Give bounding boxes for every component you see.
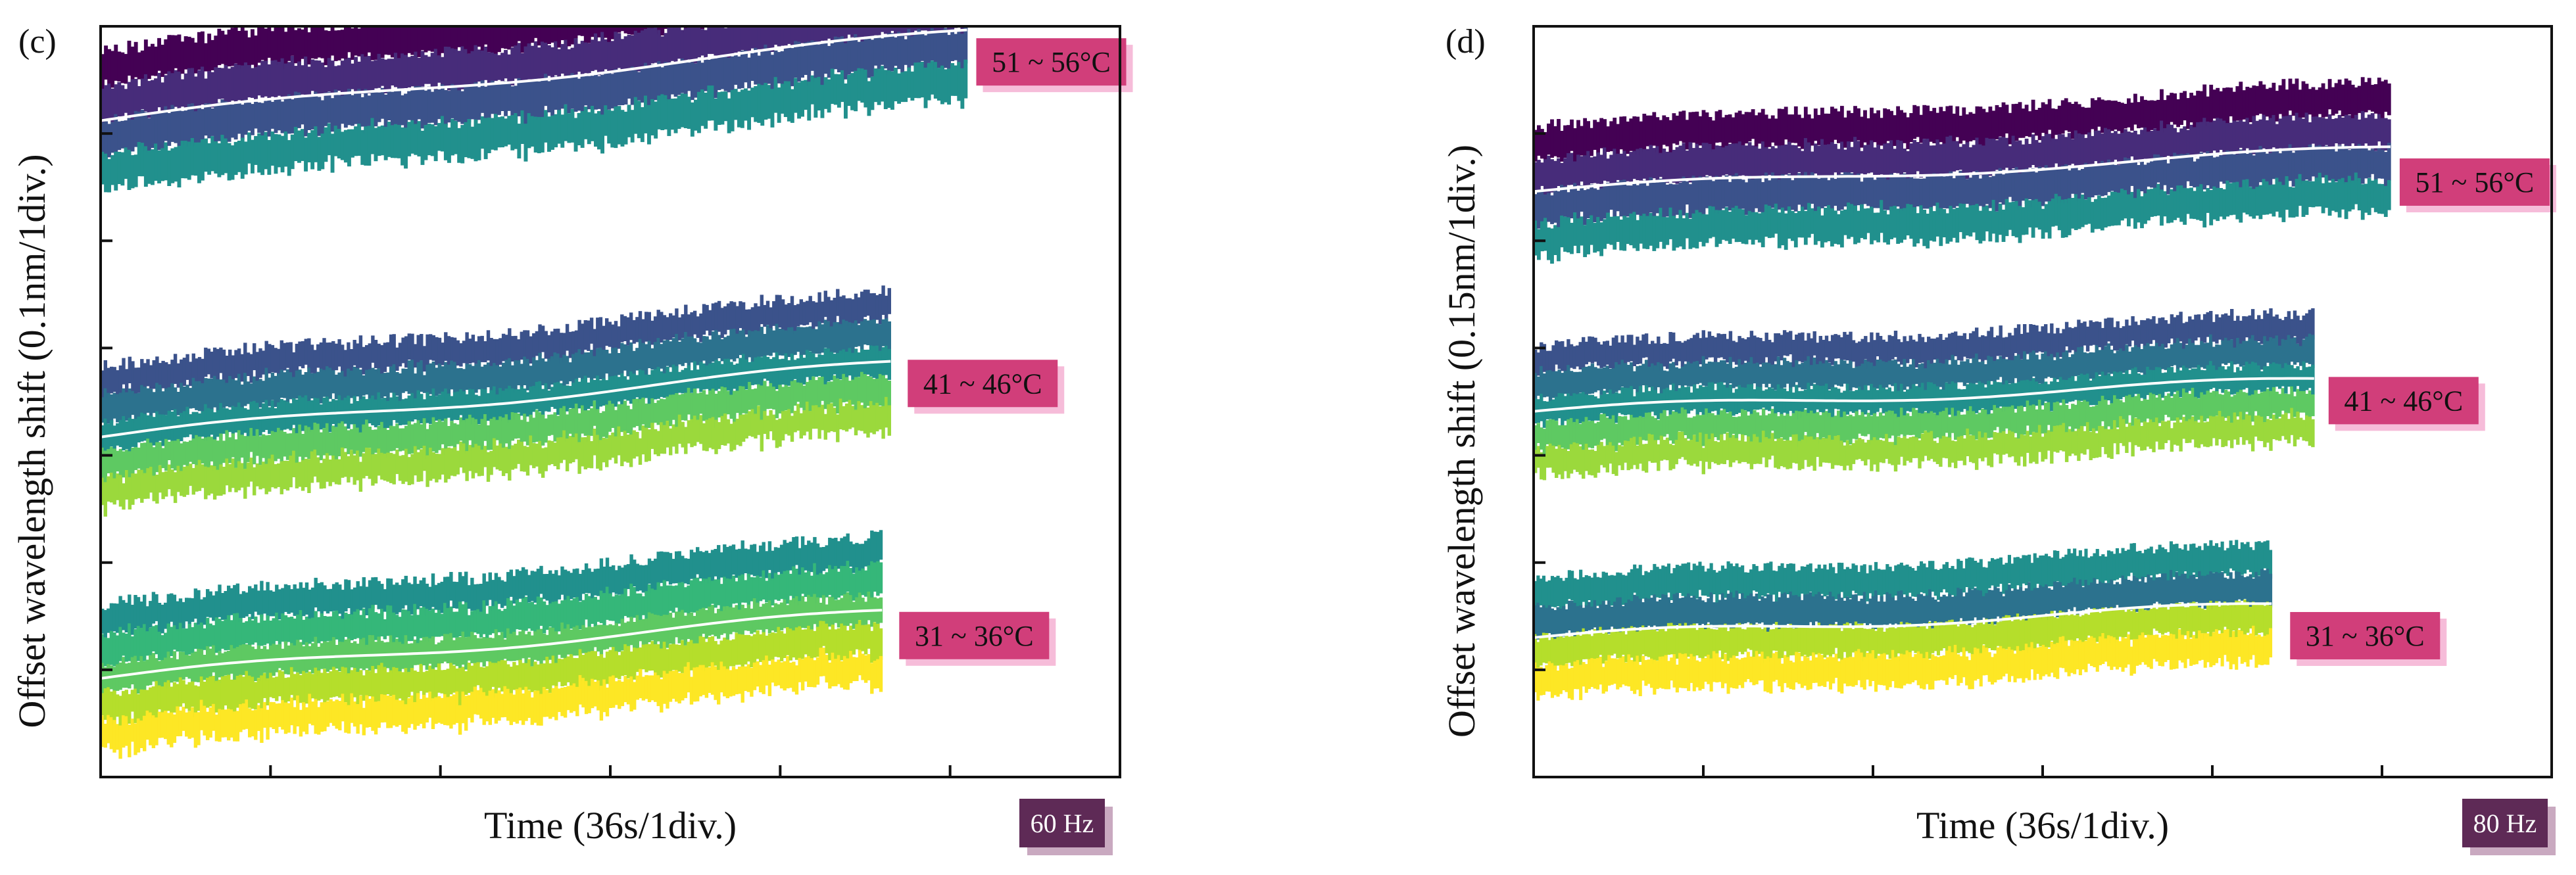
frequency-badge: 80 Hz (2462, 799, 2556, 855)
y-axis-label: Offset wavelength shift (0.15nm/1div.) (1440, 145, 1483, 738)
series-layer (1534, 77, 2391, 701)
mean-line (1534, 145, 2391, 193)
chart-panel-c: 51 ~ 56°C 41 ~ 46°C 31 ~ 36°C (c) Time (36s/… (11, 23, 1133, 855)
mean-line (1534, 377, 2314, 413)
mean-line (101, 360, 891, 438)
mean-line (1534, 602, 2272, 639)
series-band (101, 530, 883, 759)
range-label-text: 51 ~ 56°C (992, 46, 1111, 78)
frequency-badge-text: 60 Hz (1031, 809, 1094, 838)
range-label: 31 ~ 36°C (2290, 611, 2447, 666)
panel-label: (c) (18, 23, 57, 60)
range-label-text: 41 ~ 46°C (2344, 385, 2463, 417)
range-label: 41 ~ 46°C (2328, 377, 2485, 431)
frequency-badge: 60 Hz (1019, 799, 1113, 855)
series-band (101, 26, 968, 193)
frequency-badge-text: 80 Hz (2473, 809, 2537, 838)
range-label: 51 ~ 56°C (976, 38, 1133, 93)
series-band (101, 285, 891, 517)
x-axis-label: Time (36s/1div.) (1916, 804, 2169, 847)
range-label: 41 ~ 46°C (908, 360, 1065, 414)
range-label-text: 51 ~ 56°C (2416, 166, 2535, 199)
range-label-text: 31 ~ 36°C (2306, 620, 2425, 652)
series-layer (101, 26, 968, 759)
x-axis-label: Time (36s/1div.) (484, 804, 737, 847)
range-label: 31 ~ 36°C (899, 611, 1056, 666)
y-axis-label: Offset wavelength shift (0.1nm/1div.) (11, 154, 53, 728)
range-label-text: 31 ~ 36°C (915, 620, 1034, 652)
series-band (1534, 540, 2273, 701)
series-band (1534, 77, 2391, 264)
series-band (1534, 308, 2315, 481)
range-label-text: 41 ~ 46°C (923, 367, 1042, 400)
mean-line (101, 28, 967, 122)
chart-panel-d: 51 ~ 56°C 41 ~ 46°C 31 ~ 36°C (d) Time (36s/… (1440, 23, 2556, 855)
panel-label: (d) (1446, 23, 1486, 60)
range-label: 51 ~ 56°C (2399, 158, 2556, 212)
mean-line (101, 609, 883, 680)
